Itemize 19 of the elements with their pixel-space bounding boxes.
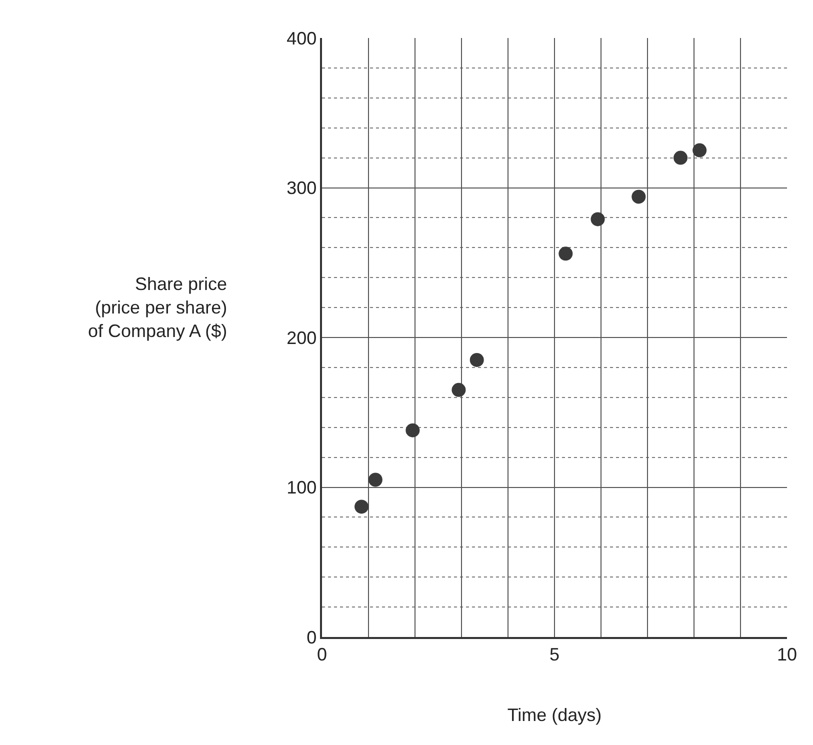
point — [590, 212, 605, 226]
x-tick-label: 10 — [776, 644, 798, 664]
y-tick-label: 200 — [286, 328, 317, 348]
point — [354, 500, 369, 514]
point — [470, 352, 484, 367]
point — [452, 382, 466, 397]
y-tick-label: 300 — [286, 178, 317, 198]
point — [692, 143, 707, 158]
point — [406, 423, 420, 438]
y-tick-label: 0 — [306, 627, 317, 648]
y-tick-label: 100 — [286, 478, 317, 498]
x-tick-label: 5 — [549, 644, 560, 664]
point — [674, 150, 688, 165]
y-axis-title: Share price (price per share) of Company A ($) — [88, 274, 228, 341]
y-tick-label: 400 — [286, 28, 317, 48]
point — [558, 246, 573, 261]
point — [632, 190, 646, 204]
point — [368, 472, 382, 487]
x-axis-title: Time (days) — [507, 704, 602, 725]
